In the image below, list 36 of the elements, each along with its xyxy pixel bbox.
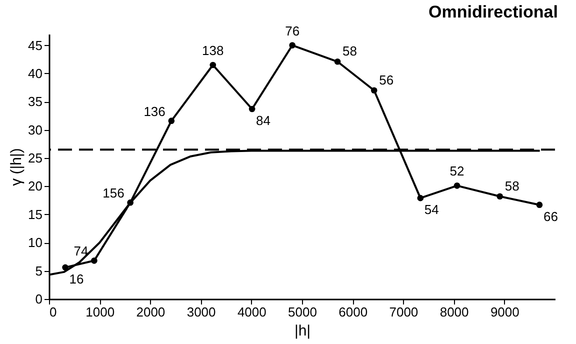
annotation: 52	[450, 164, 464, 179]
annotation: 56	[379, 72, 394, 88]
annotation: 84	[256, 112, 271, 128]
x-axis-title: |h|	[294, 322, 311, 340]
y-tick-label: 15	[28, 206, 42, 222]
y-tick-label: 20	[28, 178, 42, 194]
annotation: 138	[202, 43, 224, 58]
y-tick-label: 40	[28, 66, 42, 81]
x-tick-label: 9000	[490, 304, 520, 320]
y-tick-label: 30	[28, 122, 42, 138]
x-tick-label: 8000	[440, 304, 469, 320]
x-tick-label: 1000	[86, 304, 115, 320]
y-tick-label: 45	[28, 38, 42, 53]
y-tick-label: 10	[28, 235, 42, 250]
annotation: 54	[424, 202, 439, 218]
y-tick-label: 35	[28, 94, 42, 110]
annotation: 58	[342, 44, 357, 59]
x-tick-label: 4000	[237, 304, 266, 320]
x-tick-label: 0	[50, 304, 57, 320]
annotation: 16	[69, 271, 84, 286]
y-tick-label: 25	[28, 150, 42, 166]
x-tick-label: 7000	[389, 304, 418, 320]
annotation: 76	[285, 23, 300, 38]
annotation: 136	[144, 104, 166, 119]
x-tick-label: 6000	[338, 304, 368, 320]
y-axis-title: γ (|h|)	[8, 148, 26, 186]
annotation: 74	[74, 244, 88, 259]
x-tick-label: 5000	[288, 304, 317, 320]
annotation: 66	[543, 208, 558, 224]
x-tick-label: 3000	[186, 304, 216, 320]
y-tick-label: 5	[35, 263, 42, 278]
annotation: 156	[102, 186, 124, 201]
y-tick-label: 0	[35, 292, 42, 306]
chart-title: Omnidirectional	[428, 2, 558, 22]
x-tick-label: 2000	[136, 304, 166, 320]
annotation: 58	[504, 178, 520, 194]
